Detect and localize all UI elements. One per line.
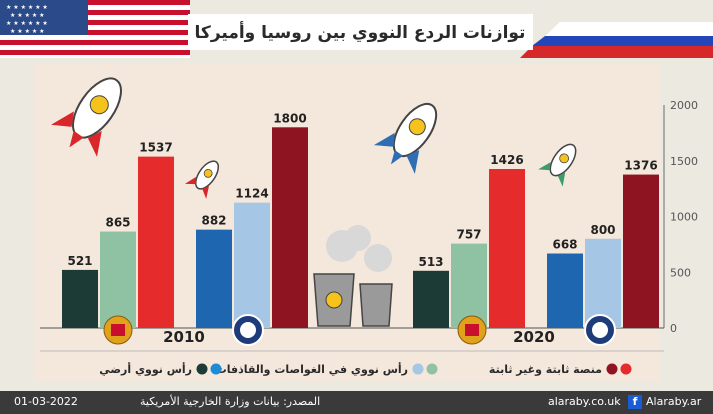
- bar-value-label: 1537: [139, 141, 172, 155]
- y-axis-ticks: 0 500 1000 1500 2000: [670, 99, 698, 335]
- nuclear-plant-icon: [313, 225, 393, 327]
- bar-value-label: 757: [456, 228, 481, 242]
- legend-swatch: [412, 363, 424, 375]
- footer-date: 01-03-2022: [14, 395, 78, 408]
- rocket-icon-blue: [373, 102, 438, 174]
- legend-swatch: [606, 363, 618, 375]
- bar-value-label: 865: [105, 216, 130, 230]
- bar-value-label: 1800: [273, 111, 306, 125]
- svg-text:★ ★ ★ ★ ★: ★ ★ ★ ★ ★: [10, 28, 45, 35]
- y-tick-label: 2000: [670, 99, 698, 112]
- group-label-2020: 2020: [513, 328, 555, 346]
- title-box: [188, 14, 533, 50]
- bar-value-label: 1376: [624, 159, 657, 173]
- rocket-icon-small: [184, 160, 220, 199]
- bar-2020-usa-0: [547, 253, 583, 328]
- footer-source: المصدر: بيانات وزارة الخارجية الأمريكية: [140, 395, 321, 408]
- bar-2010-russia-0: [62, 269, 98, 328]
- y-tick-label: 500: [670, 266, 691, 279]
- legend-swatch: [620, 363, 632, 375]
- bar-2020-russia-1: [451, 243, 487, 328]
- bar-2010-usa-2: [272, 127, 308, 328]
- usa-seal-icon: [232, 314, 616, 346]
- svg-text:★ ★ ★ ★ ★ ★: ★ ★ ★ ★ ★ ★: [6, 4, 48, 11]
- bar-2010-usa-0: [196, 229, 232, 328]
- rocket-icon: [51, 77, 122, 157]
- bar-value-label: 800: [590, 223, 615, 237]
- bar-2020-usa-1: [585, 238, 621, 328]
- y-tick-label: 1500: [670, 155, 698, 168]
- facebook-icon: f: [628, 395, 642, 409]
- footer-facebook-link[interactable]: Alaraby.ar: [646, 395, 702, 408]
- y-tick-label: 1000: [670, 211, 698, 224]
- russia-emblem-icon: [103, 315, 487, 345]
- legend: منصة ثابتة وغير ثابتة رأس نووي في الغواصا…: [99, 362, 632, 376]
- bar-value-label: 668: [552, 238, 577, 252]
- bar-value-label: 1124: [235, 187, 268, 201]
- bar-value-label: 1426: [490, 153, 523, 167]
- russia-flag-icon: [520, 22, 713, 58]
- bar-layer: 521 865 1537 882 1124 1800 513 757 1426 668 800 137…: [62, 111, 659, 328]
- y-tick-label: 0: [670, 322, 677, 335]
- svg-text:★ ★ ★ ★ ★: ★ ★ ★ ★ ★: [10, 12, 45, 19]
- legend-label: منصة ثابتة وغير ثابتة: [489, 363, 602, 376]
- rocket-icon-green: [538, 143, 577, 187]
- legend-label: رأس نووي أرضي: [99, 362, 192, 376]
- bar-value-label: 513: [418, 255, 443, 269]
- bar-2010-russia-2: [138, 156, 174, 328]
- footer-website-link[interactable]: alaraby.co.uk: [548, 395, 621, 408]
- legend-label: رأس نووي في الغواصات والقاذفات: [216, 362, 408, 376]
- bar-2020-russia-0: [413, 270, 449, 328]
- footer-bar: 01-03-2022 المصدر: بيانات وزارة الخارجية…: [0, 391, 713, 414]
- bar-2010-russia-1: [100, 231, 136, 328]
- legend-swatch: [210, 363, 222, 375]
- chart-title: توازنات الردع النووي بين روسيا وأميركا: [195, 21, 526, 43]
- group-label-2010: 2010: [163, 328, 205, 346]
- bar-2010-usa-1: [234, 202, 270, 328]
- usa-flag-icon: ★ ★ ★ ★ ★ ★ ★ ★ ★ ★ ★ ★ ★ ★ ★ ★ ★ ★ ★ ★ …: [0, 0, 190, 58]
- legend-swatch: [196, 363, 208, 375]
- legend-swatch: [426, 363, 438, 375]
- bar-2020-russia-2: [489, 169, 525, 328]
- bar-value-label: 882: [201, 214, 226, 228]
- svg-text:★ ★ ★ ★ ★ ★: ★ ★ ★ ★ ★ ★: [6, 20, 48, 27]
- bar-2020-usa-2: [623, 174, 659, 328]
- bar-value-label: 521: [67, 254, 92, 268]
